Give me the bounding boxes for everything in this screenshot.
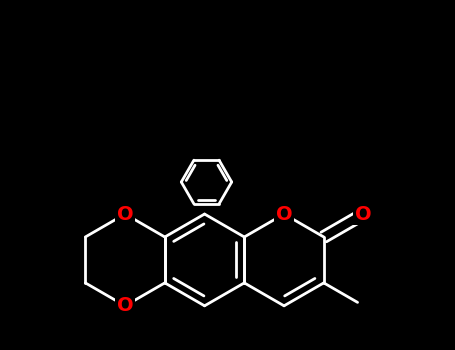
Text: O: O (355, 204, 372, 224)
Text: O: O (117, 204, 133, 224)
Text: O: O (276, 204, 293, 224)
Text: O: O (117, 296, 133, 315)
